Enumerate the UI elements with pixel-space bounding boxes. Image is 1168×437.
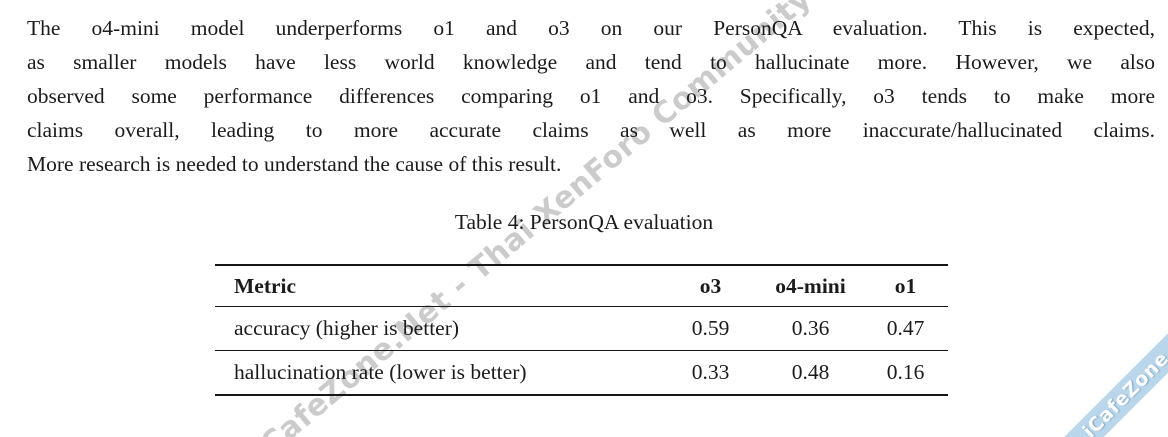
cell-o3: 0.59: [691, 316, 730, 340]
paragraph-line: observed some performance differences co…: [27, 84, 1155, 108]
evaluation-table: Metric o3 o4-mini o1 accuracy (higher is…: [215, 264, 948, 396]
table-header-row: Metric o3 o4-mini o1: [215, 265, 948, 307]
paragraph-line: as smaller models have less world knowle…: [27, 50, 1155, 74]
body-paragraph: The o4-mini model underperforms o1 and o…: [27, 11, 1155, 181]
paragraph-line: claims overall, leading to more accurate…: [27, 118, 1155, 142]
table-row: hallucination rate (lower is better) 0.3…: [215, 351, 948, 396]
corner-ribbon-watermark: iCafeZone: [1027, 296, 1168, 437]
cell-metric: hallucination rate (lower is better): [234, 360, 527, 384]
header-o3: o3: [699, 274, 722, 298]
table-row: accuracy (higher is better) 0.59 0.36 0.…: [215, 307, 948, 351]
cell-metric: accuracy (higher is better): [234, 316, 460, 340]
cell-o1: 0.47: [886, 316, 925, 340]
table-caption: Table 4: PersonQA evaluation: [454, 210, 714, 234]
cell-o1: 0.16: [886, 360, 925, 384]
cell-o4-mini: 0.48: [791, 360, 830, 384]
header-metric: Metric: [234, 274, 297, 298]
header-o4-mini: o4-mini: [775, 274, 846, 298]
paragraph-line: More research is needed to understand th…: [27, 152, 562, 176]
header-o1: o1: [894, 274, 917, 298]
cell-o4-mini: 0.36: [791, 316, 830, 340]
cell-o3: 0.33: [691, 360, 730, 384]
paragraph-line: The o4-mini model underperforms o1 and o…: [27, 16, 1155, 40]
